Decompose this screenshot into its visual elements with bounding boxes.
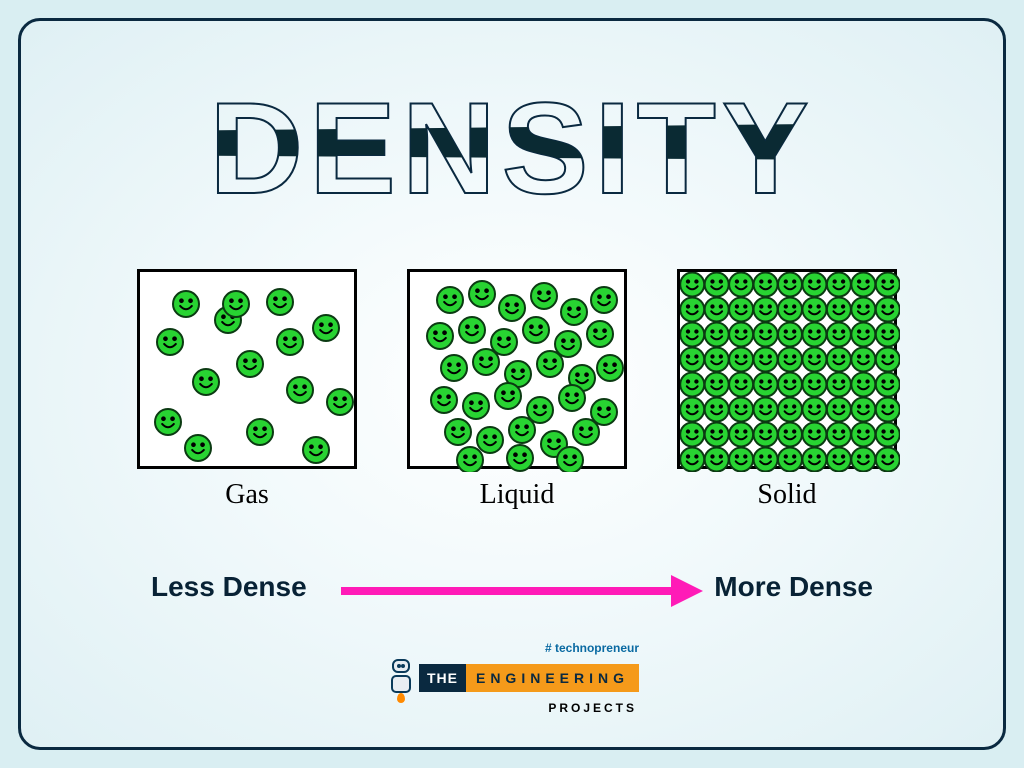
logo-the: THE: [419, 664, 466, 692]
footer-logo: # technopreneur THEENGINEERING PROJECTS: [21, 641, 1003, 717]
state-label-solid: Solid: [677, 479, 897, 511]
robot-icon: [385, 657, 419, 699]
logo-projects: PROJECTS: [419, 701, 637, 715]
axis-label-left: Less Dense: [151, 571, 307, 603]
density-axis: Less Dense More Dense: [21, 567, 1003, 613]
state-label-gas: Gas: [137, 479, 357, 511]
card-outer: DENSITY DENSITY: [18, 18, 1006, 750]
axis-arrow-line: [341, 587, 675, 595]
state-box-liquid: [407, 269, 627, 469]
state-box-gas: [137, 269, 357, 469]
state-label-liquid: Liquid: [407, 479, 627, 511]
logo-hashtag: # technopreneur: [419, 641, 639, 655]
state-box-solid: [677, 269, 897, 469]
main-title-outline: DENSITY: [21, 83, 1003, 213]
logo-eng: ENGINEERING: [466, 664, 639, 692]
axis-arrow-head: [671, 575, 703, 607]
axis-label-right: More Dense: [714, 571, 873, 603]
states-row: Gas Liquid Solid: [21, 269, 1003, 529]
